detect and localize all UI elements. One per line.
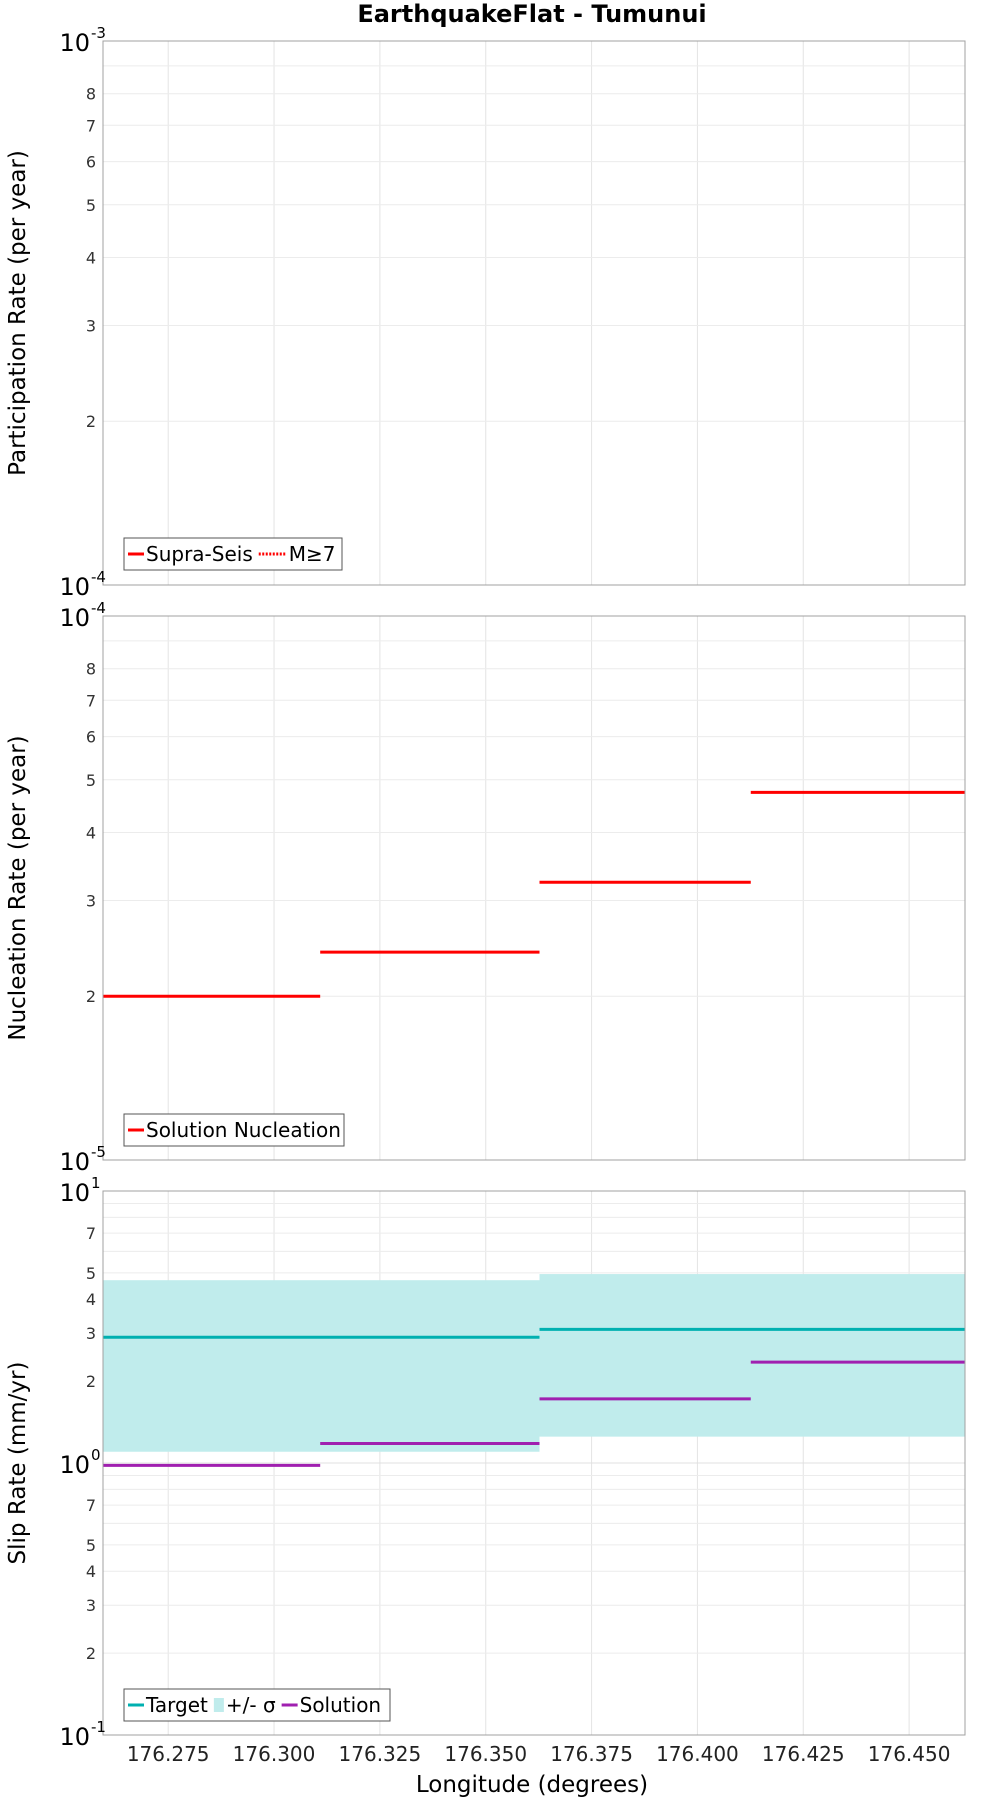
legend-label: +/- σ [226,1693,276,1717]
y-axis-label: Participation Rate (per year) [5,150,31,476]
x-tick-label: 176.375 [550,1742,633,1766]
y-tick-label: 7 [86,116,96,135]
y-major-tick-exponent: 0 [91,1446,101,1464]
y-major-tick-base: 10 [59,1179,90,1207]
x-axis-label: Longitude (degrees) [416,1772,648,1798]
plot-border [102,1190,966,1736]
y-tick-label: 5 [86,771,96,790]
y-major-tick-label: 10 -4 [59,599,106,632]
y-major-tick-base: 10 [59,604,90,632]
x-tick-label: 176.325 [339,1742,422,1766]
y-tick-label: 7 [86,1496,96,1515]
y-tick-label: 2 [86,1644,96,1663]
chart-title: EarthquakeFlat - Tumunui [357,0,706,28]
y-major-tick-exponent: -5 [91,1143,106,1161]
x-tick-label: 176.350 [444,1742,527,1766]
y-major-tick-base: 10 [59,29,90,57]
y-major-tick-exponent: -1 [91,1718,106,1736]
x-tick-label: 176.450 [868,1742,951,1766]
y-major-tick-label: 10 1 [59,1174,100,1207]
plot-border [102,615,966,1161]
legend-box [123,537,343,571]
y-tick-label: 2 [86,1372,96,1391]
legend-label: Target [145,1693,208,1717]
legend-box [123,1113,345,1147]
legend-box [123,1688,391,1722]
y-major-tick-label: 10 -3 [59,24,106,57]
plot-area [103,41,965,585]
y-major-tick-base: 10 [59,1451,90,1479]
x-tick-label: 176.425 [762,1742,845,1766]
x-tick-label: 176.275 [127,1742,210,1766]
y-major-tick-base: 10 [59,1723,90,1751]
x-tick-label: 176.400 [656,1742,739,1766]
legend: Solution Nucleation [123,1113,345,1147]
y-tick-label: 2 [86,987,96,1006]
y-tick-label: 7 [86,1224,96,1243]
y-tick-label: 7 [86,691,96,710]
y-tick-label: 5 [86,196,96,215]
legend-label: Supra-Seis [146,542,253,566]
y-major-tick-exponent: -3 [91,24,106,42]
y-axis-label: Nucleation Rate (per year) [5,735,31,1040]
sigma-band-segment [103,1280,540,1452]
y-major-tick-base: 10 [59,1148,90,1176]
y-major-tick-exponent: -4 [91,568,106,586]
y-tick-label: 3 [86,316,96,335]
y-axis-label: Slip Rate (mm/yr) [5,1362,31,1565]
y-tick-label: 4 [86,1290,96,1309]
y-major-tick-label: 10 -1 [59,1718,106,1751]
y-tick-label: 2 [86,412,96,431]
y-major-tick-exponent: 1 [91,1174,101,1192]
y-tick-label: 6 [86,153,96,172]
sigma-band-segment [539,1274,965,1437]
y-tick-label: 5 [86,1264,96,1283]
y-tick-label: 8 [86,660,96,679]
y-tick-label: 8 [86,85,96,104]
y-major-tick-exponent: -4 [91,599,106,617]
legend: Target +/- σ Solution [123,1688,391,1722]
y-tick-label: 4 [86,823,96,842]
y-major-tick-base: 10 [59,573,90,601]
y-tick-label: 3 [86,1324,96,1343]
legend: Supra-Seis M≥7 [123,537,343,571]
y-major-tick-label: 10 -5 [59,1143,106,1176]
legend-swatch [213,1698,224,1712]
y-tick-label: 4 [86,248,96,267]
y-major-tick-label: 10 -4 [59,568,106,601]
y-major-tick-label: 10 0 [59,1446,100,1479]
plot-area [103,616,965,1160]
x-tick-label: 176.300 [233,1742,316,1766]
y-tick-label: 3 [86,1596,96,1615]
y-tick-label: 4 [86,1562,96,1581]
plot-border [102,40,966,586]
y-tick-label: 3 [86,891,96,910]
y-tick-label: 5 [86,1536,96,1555]
legend-label: Solution Nucleation [146,1118,341,1142]
y-tick-label: 6 [86,728,96,747]
legend-label: M≥7 [289,542,336,566]
legend-label: Solution [300,1693,381,1717]
